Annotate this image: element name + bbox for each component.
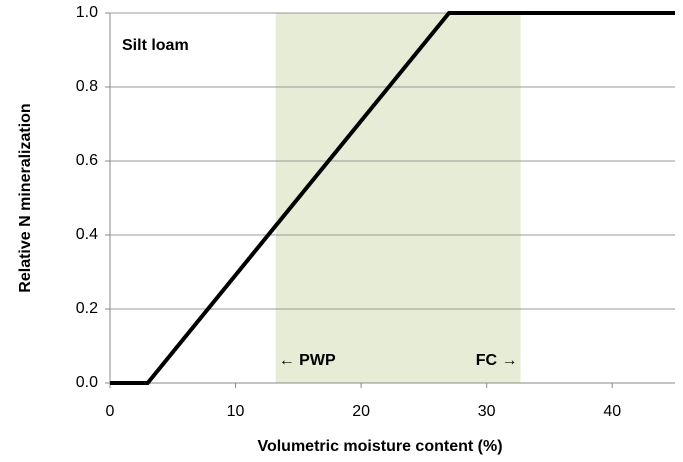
y-tick-label: 0.6	[76, 152, 98, 169]
x-tick-label: 10	[227, 403, 245, 420]
x-tick-label: 20	[352, 403, 370, 420]
y-tick-label: 0.4	[76, 226, 98, 243]
x-tick-label: 30	[478, 403, 496, 420]
y-tick-label: 0.2	[76, 300, 98, 317]
annotation: FC →	[476, 352, 518, 369]
y-tick-label: 1.0	[76, 4, 98, 21]
y-tick-label: 0.8	[76, 78, 98, 95]
x-tick-label: 0	[106, 403, 115, 420]
y-tick-label: 0.0	[76, 374, 98, 391]
y-axis-label: Relative N mineralization	[17, 103, 34, 292]
line-series	[110, 11, 675, 385]
annotation: Silt loam	[122, 37, 189, 54]
annotation: ← PWP	[279, 352, 336, 369]
x-axis-label: Volumetric moisture content (%)	[257, 438, 502, 455]
shaded-region	[275, 13, 521, 383]
x-tick-label: 40	[603, 403, 621, 420]
